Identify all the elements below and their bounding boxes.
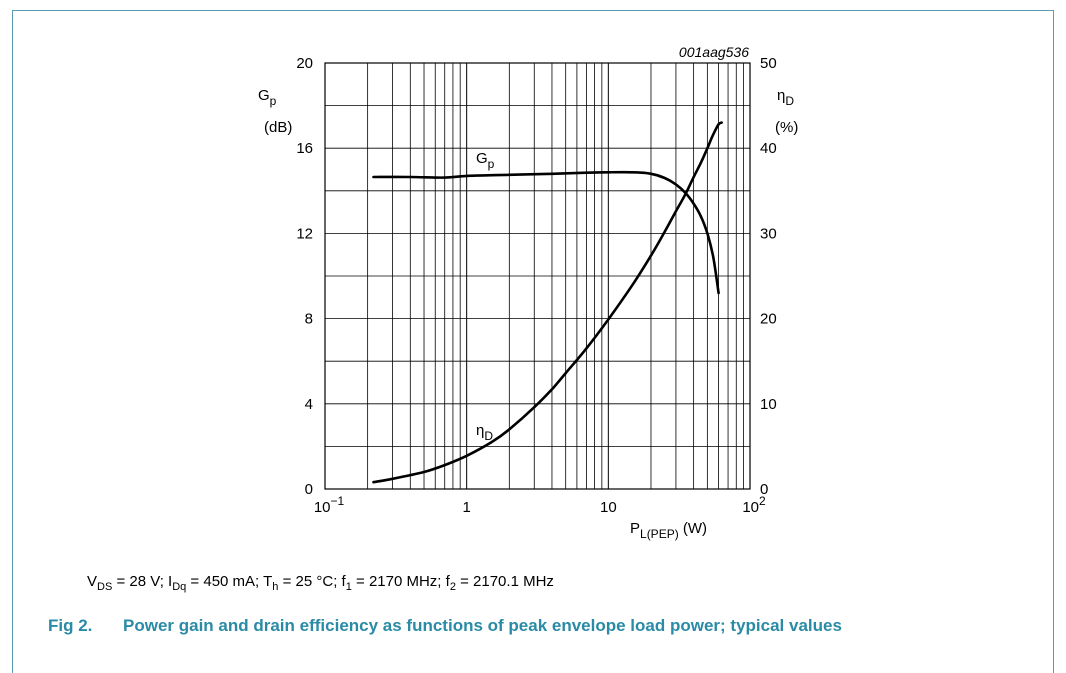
y-left-tick-label: 16 [296,140,313,157]
y-right-tick-label: 10 [760,396,777,413]
y-right-tick-label: 40 [760,140,777,157]
series-line-gp [372,170,720,295]
x-tick-label: 10−1 [314,494,345,516]
y-left-tick-label: 0 [305,481,313,498]
x-tick-label: 10 [600,499,617,516]
chart: 0 4 8 12 16 20 0 10 20 30 40 50 10−1 1 10 102 001aag536… [258,44,798,541]
x-axis-label: PL(PEP) (W) [630,520,707,541]
y-right-unit: (%) [775,119,798,136]
series-label-etad: ηD [476,422,493,443]
series-line-etad [372,121,723,484]
x-tick-label: 102 [742,494,766,516]
y-right-label: ηD [777,87,794,108]
chart-axes [324,62,751,490]
y-left-label: Gp [258,87,277,108]
figure-frame [12,10,1054,673]
y-left-tick-label: 8 [305,311,313,328]
figure-number: Fig 2. [48,616,93,635]
figure-id: 001aag536 [679,44,749,60]
chart-series [372,121,723,484]
measurement-conditions: VDS = 28 V; IDq = 450 mA; Th = 25 °C; f1… [87,573,554,593]
y-right-tick-label: 30 [760,225,777,242]
figure-caption: Fig 2. Power gain and drain efficiency a… [48,615,1063,637]
y-left-unit: (dB) [264,119,292,136]
y-left-tick-label: 12 [296,225,313,242]
plot-frame [324,62,751,490]
y-right-tick-label: 0 [760,481,768,498]
x-tick-label: 1 [462,499,470,516]
figure-title: Power gain and drain efficiency as funct… [123,616,842,635]
series-label-gp: Gp [476,150,495,171]
tick-labels: 0 4 8 12 16 20 0 10 20 30 40 50 10−1 1 10 102 [296,55,776,516]
y-left-tick-label: 4 [305,396,313,413]
y-right-tick-label: 50 [760,55,777,72]
chart-grid [324,62,750,490]
y-right-tick-label: 20 [760,311,777,328]
y-left-tick-label: 20 [296,55,313,72]
